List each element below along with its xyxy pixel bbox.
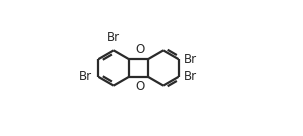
- Text: O: O: [135, 43, 145, 56]
- Text: Br: Br: [184, 53, 197, 66]
- Text: O: O: [135, 80, 145, 93]
- Text: Br: Br: [184, 70, 197, 83]
- Text: Br: Br: [79, 70, 92, 83]
- Text: Br: Br: [107, 31, 120, 44]
